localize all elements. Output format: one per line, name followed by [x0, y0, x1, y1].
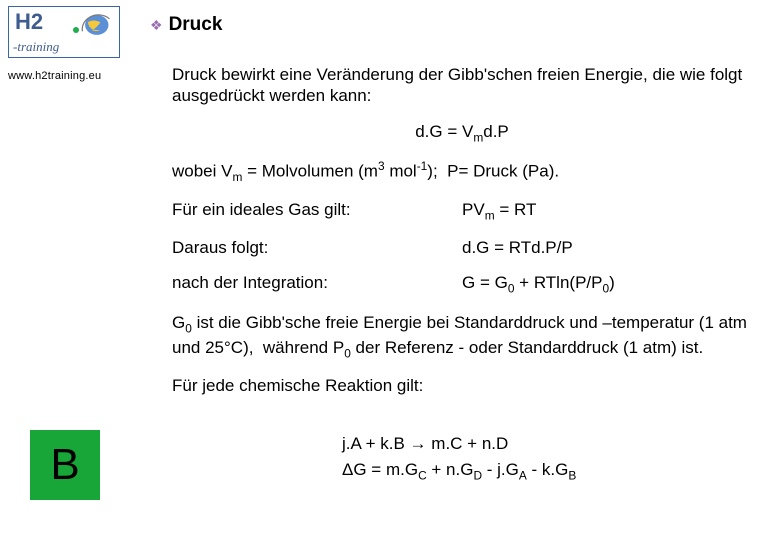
h2-training-logo: H2 -training — [8, 6, 120, 58]
eq-row-label: Daraus folgt: — [172, 237, 462, 258]
diamond-bullet-icon: ❖ — [150, 17, 163, 34]
explain-paragraph: G0 ist die Gibb'sche freie Energie bei S… — [172, 312, 752, 361]
intro-paragraph: Druck bewirkt eine Veränderung der Gibb'… — [172, 64, 752, 107]
reaction-intro: Für jede chemische Reaktion gilt: — [172, 375, 752, 396]
logo-h2-text: H2 — [15, 11, 43, 33]
eq-row-label: Für ein ideales Gas gilt: — [172, 199, 462, 223]
b-badge-letter: B — [50, 440, 79, 490]
eq-row-value: G = G0 + RTln(P/P0) — [462, 272, 752, 296]
slide-page: H2 -training www.h2training.eu ❖ Druck D… — [0, 0, 780, 540]
equation-rows: Für ein ideales Gas gilt: PVm = RT Darau… — [172, 199, 752, 297]
eq-row-value: PVm = RT — [462, 199, 752, 223]
eq-row: nach der Integration: G = G0 + RTln(P/P0… — [172, 272, 752, 296]
eq-row: Für ein ideales Gas gilt: PVm = RT — [172, 199, 752, 223]
reaction-equation-2: ΔG = m.GC + n.GD - j.GA - k.GB — [172, 460, 752, 482]
reaction-equation-1: j.A + k.B → m.C + n.D — [172, 434, 752, 454]
equation-1: d.G = Vmd.P — [172, 121, 752, 145]
heading-row: ❖ Druck — [150, 14, 222, 36]
eq-row-value: d.G = RTd.P/P — [462, 237, 752, 258]
body-content: Druck bewirkt eine Veränderung der Gibb'… — [172, 64, 752, 410]
reaction-block: j.A + k.B → m.C + n.D ΔG = m.GC + n.GD -… — [172, 428, 752, 488]
site-url: www.h2training.eu — [8, 70, 101, 82]
heading-title: Druck — [169, 14, 223, 36]
b-badge: B — [30, 430, 100, 500]
definition-paragraph: wobei Vm = Molvolumen (m3 mol-1); P= Dru… — [172, 159, 752, 185]
globe-icon — [77, 11, 113, 39]
eq-row-label: nach der Integration: — [172, 272, 462, 296]
eq-row: Daraus folgt: d.G = RTd.P/P — [172, 237, 752, 258]
logo-sub-text: -training — [13, 39, 59, 55]
